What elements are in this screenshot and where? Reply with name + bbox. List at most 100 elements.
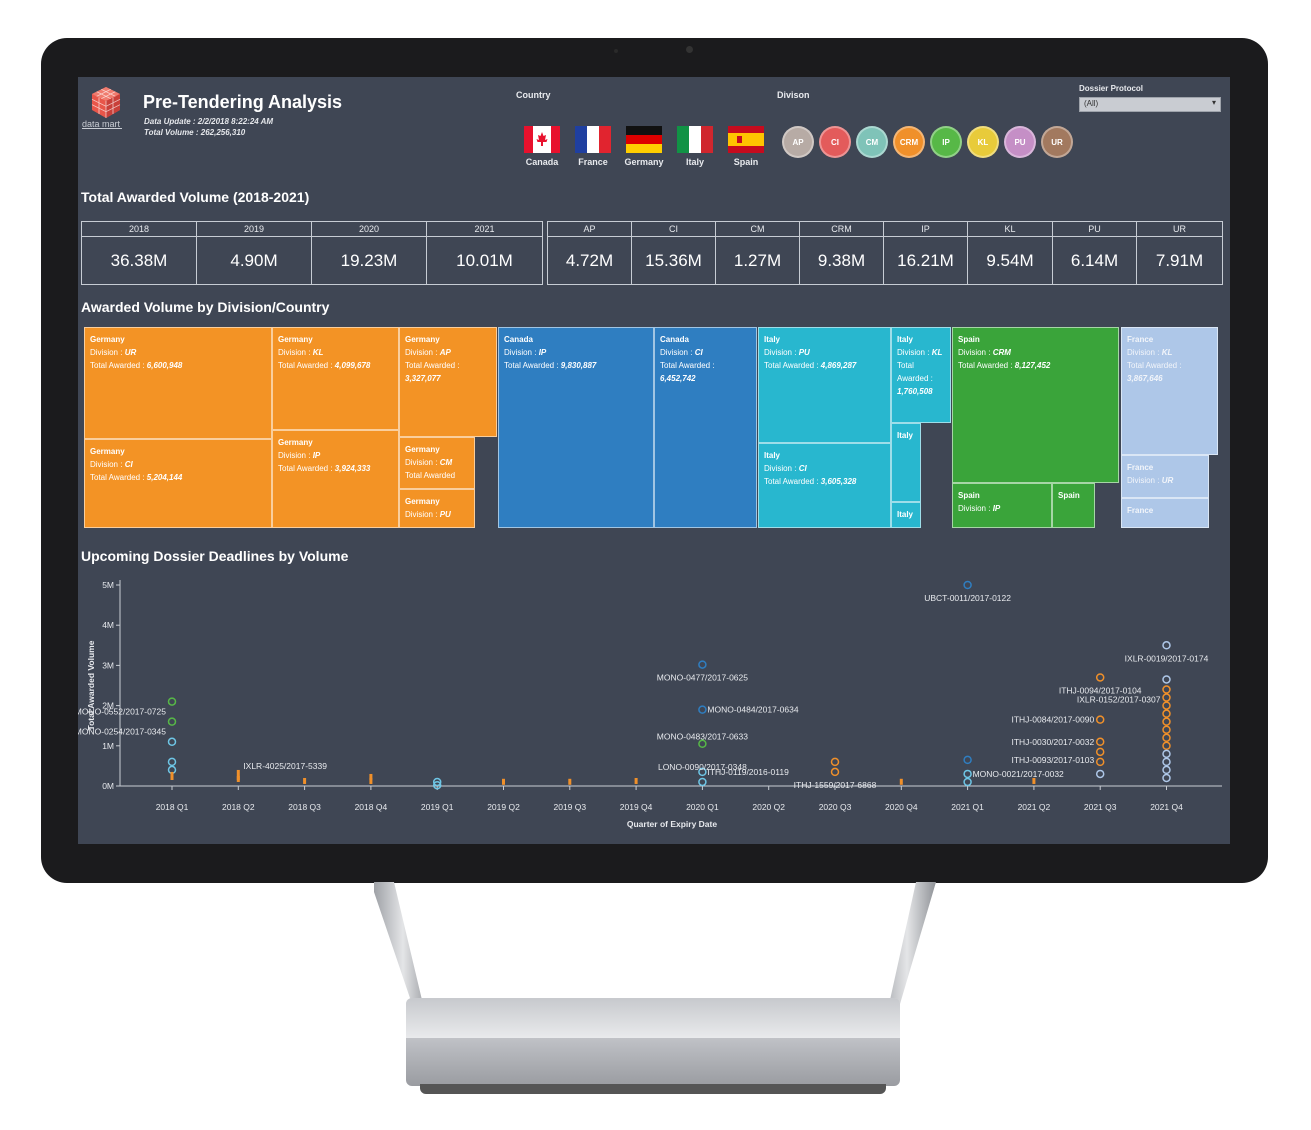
division-button-ip[interactable]: IP: [930, 126, 962, 158]
tile-total: Total Awarded : 1,760,508: [897, 361, 933, 396]
point-annotation: MONO-0477/2017-0625: [657, 673, 748, 683]
data-point: [1162, 757, 1171, 767]
division-button-ap[interactable]: AP: [782, 126, 814, 158]
country-label-spain[interactable]: Spain: [733, 157, 759, 167]
italy-flag-icon[interactable]: [677, 126, 713, 153]
treemap-tile-germany-ur[interactable]: Germany Division : UR Total Awarded : 6,60…: [84, 327, 272, 439]
kpi-value: 6.14M: [1070, 251, 1119, 270]
monitor-stand: [374, 882, 936, 1004]
x-tick-label: 2019 Q3: [553, 802, 586, 812]
dashboard-screen: data mart Pre-Tendering Analysis Data Up…: [78, 77, 1230, 844]
treemap-tile-germany-kl[interactable]: Germany Division : KL Total Awarded : 4,09…: [272, 327, 399, 430]
x-tick-label: 2018 Q4: [355, 802, 388, 812]
x-tick-label: 2019 Q4: [620, 802, 653, 812]
treemap-tile-italy[interactable]: Italy: [891, 423, 921, 502]
tile-division: Division : UR: [90, 348, 137, 357]
country-label-italy[interactable]: Italy: [685, 157, 704, 167]
data-point: [1095, 747, 1105, 757]
logo-underline: [82, 128, 122, 129]
y-tick-label: 4M: [102, 620, 114, 630]
treemap-tile-spain-ip[interactable]: Spain Division : IP: [952, 483, 1052, 528]
kpi-value: 9.54M: [986, 251, 1034, 270]
canada-flag-icon[interactable]: [524, 126, 560, 153]
treemap-tile-germany-ap[interactable]: Germany Division : AP Total Awarded : 3,32…: [399, 327, 497, 437]
tile-country: Germany: [278, 335, 313, 344]
treemap-tile-france[interactable]: France: [1121, 498, 1209, 528]
country-label-france[interactable]: France: [578, 157, 608, 167]
division-button-cm[interactable]: CM: [856, 126, 888, 158]
treemap-tile-italy-pu[interactable]: Italy Division : PU Total Awarded : 4,869,…: [758, 327, 891, 443]
tile-country: Italy: [897, 335, 914, 344]
division-button-ci[interactable]: CI: [819, 126, 851, 158]
kpi-header: PU: [1053, 222, 1136, 237]
country-filter-label: Country: [516, 90, 551, 100]
kpi-value: 4.72M: [565, 251, 614, 270]
kpi-value: 1.27M: [733, 251, 782, 270]
tile-division: Division : AP: [405, 348, 451, 357]
data-point-bar: [369, 773, 373, 780]
tile-country: Italy: [897, 510, 914, 519]
monitor-base-foot: [420, 1084, 886, 1094]
point-annotation: UBCT-0011/2017-0122: [924, 593, 1011, 603]
kpi-cell-cm: CM 1.27M: [716, 222, 800, 284]
tile-country: Italy: [764, 451, 781, 460]
x-tick-label: 2021 Q3: [1084, 802, 1117, 812]
tile-total: Total Awarded : 6,600,948: [90, 361, 183, 370]
data-point: [1162, 685, 1171, 694]
data-point: [167, 757, 177, 767]
y-tick-label: 1M: [102, 741, 114, 751]
treemap-tile-italy-kl[interactable]: Italy Division : KL Total Awarded : 1,760,…: [891, 327, 951, 423]
treemap-tile-canada-ip[interactable]: Canada Division : IP Total Awarded : 9,830…: [498, 327, 654, 528]
kpi-header: 2019: [197, 222, 311, 237]
treemap-tile-spain[interactable]: Spain: [1052, 483, 1095, 528]
division-button-crm[interactable]: CRM: [893, 126, 925, 158]
country-label-germany[interactable]: Germany: [624, 157, 664, 167]
x-tick-label: 2019 Q2: [487, 802, 520, 812]
treemap-tile-canada-ci[interactable]: Canada Division : CI Total Awarded : 6,452…: [654, 327, 757, 528]
kpi-header: 2020: [312, 222, 426, 237]
x-tick-label: 2018 Q3: [288, 802, 321, 812]
tile-total: Total Awarded : 6,452,742: [660, 361, 715, 383]
treemap-tile-germany-ci[interactable]: Germany Division : CI Total Awarded : 5,20…: [84, 439, 272, 528]
division-button-pu[interactable]: PU: [1004, 126, 1036, 158]
spain-flag-icon[interactable]: [728, 126, 764, 153]
country-label-canada[interactable]: Canada: [525, 157, 559, 167]
treemap-tile-spain-crm[interactable]: Spain Division : CRM Total Awarded : 8,127…: [952, 327, 1119, 483]
treemap-tile-italy[interactable]: Italy: [891, 502, 921, 528]
kpi-cell-ip: IP 16.21M: [884, 222, 968, 284]
treemap-tile-germany-ip[interactable]: Germany Division : IP Total Awarded : 3,92…: [272, 430, 399, 528]
treemap-tile-france-ur[interactable]: France Division : UR: [1121, 455, 1209, 498]
data-point: [1095, 715, 1105, 724]
germany-flag-icon[interactable]: [626, 126, 662, 153]
treemap-tile-france-kl[interactable]: France Division : KL Total Awarded : 3,867…: [1121, 327, 1218, 455]
division-button-ur[interactable]: UR: [1041, 126, 1073, 158]
division-button-kl[interactable]: KL: [967, 126, 999, 158]
tile-country: Italy: [897, 431, 914, 440]
tile-total: Total Awarded : 5,204,144: [90, 473, 183, 482]
point-annotation: ITHJ-0084/2017-0090: [1011, 715, 1094, 725]
data-point: [167, 717, 177, 726]
kpi-value: 16.21M: [897, 251, 954, 270]
y-tick-label: 3M: [102, 660, 114, 670]
kpi-header: CI: [632, 222, 715, 237]
dossier-protocol-label: Dossier Protocol: [1079, 84, 1144, 93]
data-point: [963, 580, 972, 590]
france-flag-icon[interactable]: [575, 126, 611, 153]
tile-country: Germany: [405, 497, 440, 506]
point-annotation: LONO-0090/2017-0348: [658, 762, 747, 772]
x-tick-label: 2020 Q2: [752, 802, 785, 812]
tile-country: Germany: [278, 438, 313, 447]
data-point: [1162, 749, 1171, 759]
treemap-tile-italy-ci[interactable]: Italy Division : CI Total Awarded : 3,605,…: [758, 443, 891, 528]
treemap-tile-germany-pu[interactable]: Germany Division : PU: [399, 489, 475, 528]
data-point: [698, 767, 707, 777]
logo-text: data mart: [82, 119, 121, 129]
kpi-value: 36.38M: [110, 251, 168, 270]
dossier-protocol-dropdown[interactable]: (All) ▾: [1079, 97, 1221, 112]
data-point: [1162, 725, 1171, 734]
data-point: [830, 757, 840, 767]
x-tick-label: 2020 Q4: [885, 802, 918, 812]
data-point-bar: [369, 777, 373, 784]
treemap-tile-germany-cm[interactable]: Germany Division : CM Total Awarded: [399, 437, 475, 489]
x-tick-label: 2021 Q1: [951, 802, 984, 812]
